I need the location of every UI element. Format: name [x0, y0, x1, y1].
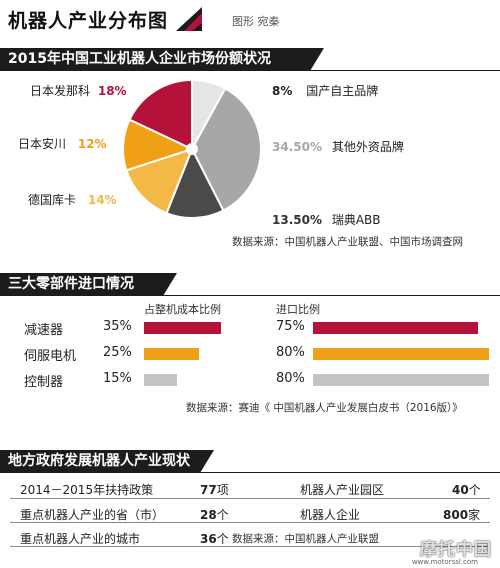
import-value-controller: 80% [276, 371, 305, 386]
page-title: 机器人产业分布图 [8, 9, 169, 32]
watermark-logo: 摩托中国 [420, 540, 492, 560]
cost-bar-controller [144, 374, 177, 386]
gov-num-parks: 40 [452, 483, 469, 497]
gov-source: 数据来源：中国机器人产业联盟 [232, 533, 379, 545]
import-value-reducer: 75% [276, 319, 305, 334]
gov-label-policies: 2014－2015年扶持政策 [20, 483, 154, 497]
gov-unit-cities: 个 [216, 532, 229, 546]
section-rule [0, 295, 500, 296]
byline: 图形 宛秦 [232, 15, 280, 28]
header: 机器人产业分布图 [8, 4, 204, 34]
cost-value-servo: 25% [103, 345, 132, 360]
col-head-cost: 占整机成本比例 [144, 303, 221, 316]
pie-slice-4 [122, 118, 189, 172]
import-bar-controller [313, 374, 489, 386]
gov-label-provinces: 重点机器人产业的省（市） [20, 508, 165, 522]
gov-num-provinces: 28 [200, 508, 217, 522]
label-fanuc-pct: 18% [97, 84, 127, 98]
section-rule [0, 472, 500, 473]
gov-value-cities: 36个 [200, 530, 229, 547]
import-value-servo: 80% [276, 345, 305, 360]
label-other-foreign: 34.50% 其他外资品牌 [272, 138, 404, 155]
gov-label-companies: 机器人企业 [300, 508, 361, 522]
section-title-components: 三大零部件进口情况 [0, 273, 177, 296]
label-abb-pct: 13.50% [272, 213, 322, 227]
label-yaskawa: 日本安川 12% [18, 135, 107, 152]
pie-slice-3 [125, 149, 192, 215]
slash-mark-icon [176, 7, 203, 31]
label-other-foreign-name: 其他外资品牌 [331, 140, 404, 154]
gov-num-cities: 36 [200, 532, 217, 546]
section-rule [0, 70, 500, 71]
label-kuka-pct: 14% [87, 193, 117, 207]
watermark-url: www.motorssl.com [411, 558, 478, 566]
gov-value-policies: 77项 [200, 481, 229, 498]
pie-slice-1 [192, 87, 262, 212]
label-domestic: 8% 国产自主品牌 [272, 82, 378, 99]
component-name-controller: 控制器 [24, 375, 64, 390]
pie-slice-2 [165, 152, 225, 219]
gov-unit-companies: 家 [468, 508, 481, 522]
table-divider [10, 498, 490, 499]
gov-unit-policies: 项 [216, 483, 229, 497]
label-domestic-pct: 8% [272, 84, 293, 98]
import-bar-servo [313, 348, 489, 360]
label-abb: 13.50% 瑞典ABB [272, 211, 381, 228]
label-abb-name: 瑞典ABB [331, 213, 381, 227]
pie-slice-0 [191, 78, 227, 146]
cost-bar-servo [144, 348, 199, 360]
label-yaskawa-name: 日本安川 [18, 137, 67, 151]
label-kuka: 德国库卡 14% [28, 191, 117, 208]
label-yaskawa-pct: 12% [77, 137, 107, 151]
section-title-market: 2015年中国工业机器人企业市场份额状况 [0, 48, 324, 71]
gov-label-parks: 机器人产业园区 [300, 483, 385, 497]
table-divider [10, 522, 490, 523]
pie-source: 数据来源：中国机器人产业联盟、中国市场调查网 [232, 236, 463, 248]
gov-label-cities: 重点机器人产业的城市 [20, 532, 141, 546]
label-fanuc: 日本发那科 18% [30, 82, 127, 99]
component-name-servo: 伺服电机 [24, 349, 77, 364]
gov-num-companies: 800 [443, 508, 469, 522]
col-head-import: 进口比例 [276, 303, 320, 316]
table-divider [10, 546, 490, 547]
gov-value-provinces: 28个 [200, 506, 229, 523]
label-domestic-name: 国产自主品牌 [306, 84, 379, 98]
label-fanuc-name: 日本发那科 [30, 84, 91, 98]
cost-bar-reducer [144, 322, 221, 334]
component-name-reducer: 减速器 [24, 323, 64, 338]
gov-value-companies: 800家 [443, 506, 480, 523]
import-bar-reducer [313, 322, 478, 334]
label-kuka-name: 德国库卡 [28, 193, 77, 207]
gov-num-policies: 77 [200, 483, 217, 497]
label-other-foreign-pct: 34.50% [272, 140, 322, 154]
cost-value-reducer: 35% [103, 319, 132, 334]
gov-unit-parks: 个 [468, 483, 481, 497]
components-source: 数据来源：赛迪《 中国机器人产业发展白皮书（2016版）》 [186, 402, 463, 414]
pie-center [187, 144, 197, 154]
gov-unit-provinces: 个 [216, 508, 229, 522]
pie-slice-5 [128, 78, 193, 149]
gov-value-parks: 40个 [452, 481, 481, 498]
cost-value-controller: 15% [103, 371, 132, 386]
section-title-government: 地方政府发展机器人产业现状 [0, 450, 214, 473]
